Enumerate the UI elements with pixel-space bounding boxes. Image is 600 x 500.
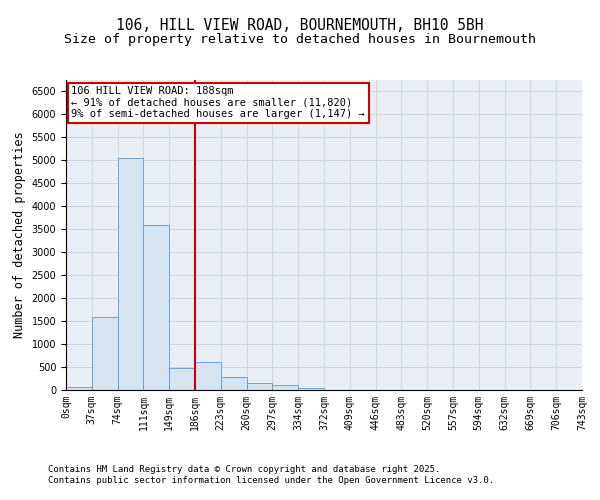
Bar: [195, 362, 221, 390]
Text: Contains HM Land Registry data © Crown copyright and database right 2025.: Contains HM Land Registry data © Crown c…: [48, 465, 440, 474]
Text: 106, HILL VIEW ROAD, BOURNEMOUTH, BH10 5BH: 106, HILL VIEW ROAD, BOURNEMOUTH, BH10 5…: [116, 18, 484, 32]
Text: Contains public sector information licensed under the Open Government Licence v3: Contains public sector information licen…: [48, 476, 494, 485]
Text: 106 HILL VIEW ROAD: 188sqm
← 91% of detached houses are smaller (11,820)
9% of s: 106 HILL VIEW ROAD: 188sqm ← 91% of deta…: [71, 86, 365, 120]
Bar: [272, 386, 298, 390]
Bar: [143, 224, 169, 390]
Bar: [169, 368, 195, 390]
Bar: [298, 388, 324, 390]
Bar: [66, 387, 92, 390]
Bar: [118, 158, 143, 390]
Y-axis label: Number of detached properties: Number of detached properties: [13, 132, 26, 338]
Text: Size of property relative to detached houses in Bournemouth: Size of property relative to detached ho…: [64, 32, 536, 46]
Bar: [221, 376, 247, 390]
Bar: [92, 316, 118, 390]
Bar: [247, 383, 272, 390]
